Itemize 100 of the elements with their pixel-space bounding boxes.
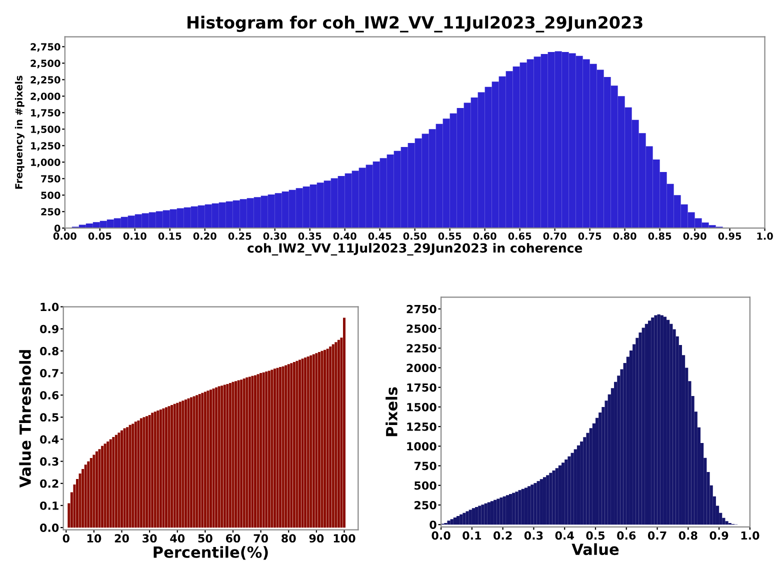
- y-tick-label: 1.0: [40, 302, 59, 312]
- x-tick-label: 0.7: [648, 531, 666, 540]
- y-tick-label: 250: [414, 500, 436, 510]
- y-tick-label: 1750: [407, 383, 436, 392]
- bar: [198, 394, 201, 528]
- bar: [146, 416, 148, 528]
- y-axis-title: Value Threshold: [19, 350, 31, 488]
- x-tick-label: 0.45: [368, 232, 392, 240]
- bar: [296, 360, 298, 528]
- bar: [232, 382, 234, 528]
- bar: [151, 412, 154, 528]
- bar: [126, 427, 129, 528]
- bar: [337, 340, 340, 528]
- y-tick-label: 0: [430, 520, 436, 529]
- x-tick-label: 0.25: [228, 232, 252, 240]
- bar: [206, 390, 210, 528]
- x-axis-title: Percentile(%): [154, 546, 268, 560]
- y-tick-label: 2,750: [30, 43, 60, 52]
- bar: [159, 409, 162, 528]
- bar: [270, 370, 274, 528]
- bar: [312, 354, 315, 528]
- x-tick-label: 0.55: [438, 232, 462, 240]
- x-tick-label: 100: [334, 534, 356, 543]
- bar: [128, 424, 132, 528]
- bar: [78, 473, 82, 528]
- x-tick-label: 0.1: [462, 531, 482, 540]
- bar: [218, 386, 220, 528]
- x-tick-label: 0.80: [613, 232, 636, 240]
- x-tick-label: 0.05: [88, 232, 112, 240]
- x-tick-label: 0.00: [53, 232, 76, 240]
- bar: [98, 449, 101, 528]
- bar: [140, 418, 142, 528]
- bar: [182, 400, 184, 528]
- bar: [201, 392, 204, 528]
- bar: [304, 358, 307, 528]
- bar: [246, 377, 248, 528]
- bar: [251, 376, 254, 528]
- x-tick-label: 0.4: [555, 531, 574, 540]
- x-tick-label: 0.85: [648, 232, 672, 240]
- bar: [287, 364, 290, 528]
- bar: [90, 458, 92, 528]
- bar: [228, 382, 232, 528]
- x-tick-label: 0.40: [333, 232, 356, 240]
- y-tick-label: 0.2: [40, 479, 58, 488]
- x-tick-label: 0.2: [494, 531, 512, 540]
- bar: [190, 397, 193, 528]
- x-tick-label: 70: [254, 534, 268, 543]
- bar: [209, 390, 212, 528]
- x-tick-label: 0.3: [524, 531, 543, 540]
- bar: [114, 434, 118, 528]
- bar: [148, 414, 151, 528]
- y-tick-label: 2500: [406, 324, 436, 333]
- bar: [318, 352, 320, 528]
- bar: [320, 350, 324, 528]
- y-tick-label: 0.6: [40, 391, 59, 400]
- bar: [120, 430, 123, 528]
- bar: [334, 342, 338, 528]
- bar: [242, 378, 246, 528]
- bar: [184, 400, 187, 528]
- x-tick-label: 0.5: [586, 531, 605, 540]
- bar: [220, 386, 224, 528]
- bar: [260, 373, 262, 528]
- y-tick-label: 1250: [407, 422, 436, 431]
- bar: [282, 366, 284, 528]
- bar: [95, 451, 98, 528]
- bar: [292, 362, 296, 528]
- bar: [248, 376, 251, 528]
- bar: [101, 446, 104, 528]
- bar: [310, 355, 312, 528]
- y-tick-label: 0.4: [40, 435, 59, 444]
- x-tick-label: 0.35: [298, 232, 322, 240]
- x-tick-label: 0.9: [710, 531, 728, 540]
- bar: [118, 432, 120, 528]
- y-tick-label: 0.7: [40, 368, 58, 378]
- y-tick-label: 2750: [406, 304, 436, 314]
- bar: [301, 358, 304, 528]
- bar: [106, 441, 110, 528]
- bar: [290, 363, 293, 528]
- bar: [254, 375, 256, 528]
- x-tick-label: 0.95: [718, 232, 742, 240]
- x-tick-label: 0.15: [158, 232, 182, 240]
- x-tick-label: 0.75: [578, 232, 602, 240]
- bar: [164, 407, 168, 528]
- x-tick-label: 0.10: [123, 232, 146, 240]
- x-tick-label: 0.20: [193, 232, 216, 240]
- x-tick-label: 0.65: [508, 232, 532, 240]
- x-tick-label: 0.8: [678, 531, 698, 540]
- x-tick-label: 30: [142, 534, 157, 543]
- bar: [142, 417, 146, 528]
- y-axis-title: Frequency in #pixels: [14, 76, 24, 189]
- bar: [223, 384, 226, 528]
- bar: [173, 404, 176, 528]
- x-tick-label: 80: [282, 534, 296, 543]
- bar: [256, 374, 260, 528]
- bar: [265, 371, 268, 528]
- bar: [104, 444, 106, 528]
- bar: [262, 372, 265, 528]
- bar: [226, 384, 229, 528]
- x-tick-label: 1.0: [741, 531, 760, 540]
- bar: [192, 396, 196, 528]
